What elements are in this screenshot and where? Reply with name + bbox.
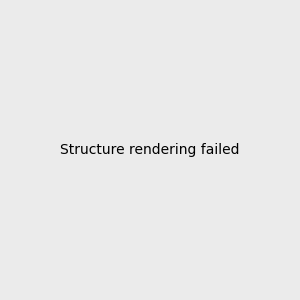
Text: Structure rendering failed: Structure rendering failed bbox=[60, 143, 240, 157]
